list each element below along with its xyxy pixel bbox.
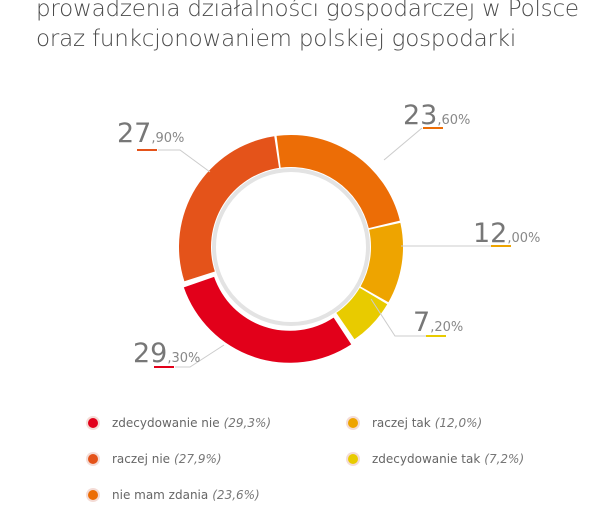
leader-line	[370, 298, 426, 337]
leader-line	[175, 344, 225, 368]
legend-value: (12,0%)	[434, 416, 483, 430]
legend-dot-icon	[88, 490, 98, 500]
legend-item: zdecydowanie tak (7,2%)	[348, 452, 524, 466]
data-label-int: 29	[133, 338, 167, 369]
slice-zdecydowanie-tak	[336, 287, 388, 340]
data-label: 29,30%	[133, 338, 200, 369]
data-label-dec: ,30%	[167, 351, 200, 366]
data-label-dec: ,90%	[151, 131, 184, 146]
legend-dot-icon	[348, 418, 358, 428]
data-label: 23,60%	[403, 100, 470, 131]
data-label-dec: ,60%	[437, 113, 470, 128]
legend-value: (27,9%)	[174, 452, 222, 466]
legend-label: raczej tak	[372, 416, 431, 430]
slice-raczej-tak	[360, 222, 403, 303]
legend-dot-icon	[348, 454, 358, 464]
leader-line	[383, 127, 423, 161]
data-label-int: 23	[403, 100, 437, 131]
slice-nie-mam-zdania	[276, 135, 400, 229]
data-label-int: 27	[117, 118, 151, 149]
title-line-2: oraz funkcjonowaniem polskiej gospodarki	[36, 26, 517, 52]
slice-zdecydowanie-nie	[183, 276, 352, 363]
legend-label: nie mam zdania	[112, 488, 209, 502]
leader-line	[158, 149, 211, 173]
slice-raczej-nie	[179, 136, 280, 282]
legend-item: raczej tak (12,0%)	[348, 416, 482, 430]
data-label-int: 12	[473, 218, 507, 249]
chart-title: prowadzenia działalności gospodarczej w …	[36, 0, 579, 54]
data-label-dec: ,20%	[430, 320, 463, 335]
legend-value: (7,2%)	[484, 452, 525, 466]
data-label-dec: ,00%	[507, 231, 540, 246]
legend-value: (29,3%)	[223, 416, 272, 430]
legend-value: (23,6%)	[212, 488, 260, 502]
data-label: 7,20%	[413, 307, 463, 338]
data-label: 27,90%	[117, 118, 184, 149]
legend-item: raczej nie (27,9%)	[88, 452, 222, 466]
title-line-1: prowadzenia działalności gospodarczej w …	[36, 0, 579, 22]
legend-dot-icon	[88, 454, 98, 464]
data-label-int: 7	[413, 307, 430, 338]
legend-label: zdecydowanie nie	[112, 416, 220, 430]
legend-dot-icon	[88, 418, 98, 428]
legend-item: zdecydowanie nie (29,3%)	[88, 416, 271, 430]
data-label: 12,00%	[473, 218, 540, 249]
legend-label: raczej nie	[112, 452, 171, 466]
legend-label: zdecydowanie tak	[372, 452, 481, 466]
inner-ring	[212, 168, 370, 326]
legend-item: nie mam zdania (23,6%)	[88, 488, 260, 502]
